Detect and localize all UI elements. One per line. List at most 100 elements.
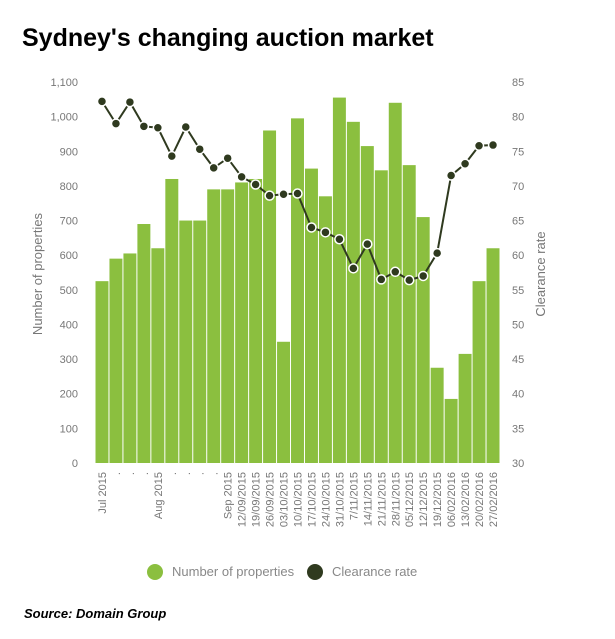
bar xyxy=(165,178,179,463)
chart-title: Sydney's changing auction market xyxy=(22,24,434,52)
line-marker xyxy=(124,96,136,108)
bar xyxy=(444,398,458,463)
line-marker xyxy=(320,227,331,238)
x-tick-label: . xyxy=(125,472,137,475)
x-tick-label: 03/10/2015 xyxy=(279,472,291,527)
bar xyxy=(137,224,151,463)
x-tick-label: 05/12/2015 xyxy=(404,472,416,527)
line-marker xyxy=(362,238,373,250)
x-tick-label: 13/02/2016 xyxy=(460,472,472,527)
line-marker xyxy=(403,274,415,286)
bar xyxy=(374,170,388,463)
legend-swatch xyxy=(147,564,163,580)
bar xyxy=(486,248,500,463)
x-tick-label: 24/10/2015 xyxy=(320,472,332,527)
y-tick-label: 700 xyxy=(60,216,78,228)
y2-tick-label: 30 xyxy=(512,458,524,470)
y-tick-label: 1,000 xyxy=(50,112,78,124)
line-marker xyxy=(96,96,108,107)
y-tick-label: 800 xyxy=(60,181,78,193)
x-tick-label: Sep 2015 xyxy=(223,472,235,519)
bar xyxy=(430,367,444,463)
line-marker xyxy=(376,274,387,285)
line-marker xyxy=(278,188,289,200)
x-tick-label: 12/09/2015 xyxy=(237,472,249,527)
legend-label: Number of properties xyxy=(172,564,295,579)
line-marker xyxy=(473,140,485,151)
line-marker xyxy=(250,179,261,190)
bar xyxy=(332,97,346,463)
line-marker xyxy=(334,233,345,245)
x-tick-label: 19/09/2015 xyxy=(251,472,263,527)
x-tick-label: 20/02/2016 xyxy=(474,472,486,527)
y-tick-label: 100 xyxy=(60,423,78,435)
x-tick-label: . xyxy=(181,472,193,475)
x-tick-label: 28/11/2015 xyxy=(390,472,402,526)
x-tick-label: 17/10/2015 xyxy=(306,472,318,527)
bar xyxy=(277,341,291,463)
bar xyxy=(249,178,263,463)
y2-tick-label: 35 xyxy=(512,423,524,435)
bar xyxy=(388,102,402,464)
bar xyxy=(304,168,318,463)
bar xyxy=(235,182,249,464)
line-marker xyxy=(208,162,219,174)
line-marker xyxy=(194,143,205,155)
line-marker xyxy=(138,121,150,132)
y-tick-label: 0 xyxy=(72,458,78,470)
y2-axis-label: Clearance rate xyxy=(533,231,548,316)
line-marker xyxy=(431,247,443,259)
legend-label: Clearance rate xyxy=(332,564,417,579)
bar xyxy=(95,281,109,463)
x-tick-label: Aug 2015 xyxy=(153,472,165,519)
line-marker xyxy=(222,152,233,164)
legend-swatch xyxy=(307,564,323,580)
y-axis-label: Number of properties xyxy=(30,212,45,335)
y-tick-label: 1,100 xyxy=(50,77,78,89)
x-tick-label: 26/09/2015 xyxy=(265,472,277,527)
bar xyxy=(263,130,277,463)
bar xyxy=(123,253,137,463)
y2-tick-label: 85 xyxy=(512,77,524,89)
y2-tick-label: 75 xyxy=(512,146,524,158)
bar xyxy=(318,196,332,464)
y-tick-label: 300 xyxy=(60,354,78,366)
x-tick-label: 31/10/2015 xyxy=(334,472,346,527)
line-marker xyxy=(110,118,122,129)
x-tick-label: Jul 2015 xyxy=(97,472,109,514)
x-tick-label: 21/11/2015 xyxy=(376,472,388,526)
bar xyxy=(221,189,235,463)
y-tick-label: 500 xyxy=(60,285,78,297)
line-marker xyxy=(445,170,457,181)
line-marker xyxy=(264,190,275,201)
x-tick-label: 06/02/2016 xyxy=(446,472,458,527)
bar xyxy=(346,121,360,463)
bar xyxy=(458,353,472,463)
y2-tick-label: 40 xyxy=(512,389,524,401)
line-marker xyxy=(417,270,429,282)
x-tick-label: 10/10/2015 xyxy=(293,472,305,527)
line-marker xyxy=(292,188,303,199)
y2-tick-label: 70 xyxy=(512,181,524,193)
y2-tick-label: 55 xyxy=(512,285,524,297)
line-marker xyxy=(348,263,359,274)
y2-tick-label: 65 xyxy=(512,216,524,228)
line-marker xyxy=(180,121,192,133)
x-tick-label: . xyxy=(139,472,151,475)
y2-tick-label: 80 xyxy=(512,112,524,124)
x-tick-label: . xyxy=(111,472,123,475)
line-marker xyxy=(459,158,471,169)
y-tick-label: 400 xyxy=(60,319,78,331)
x-tick-label: . xyxy=(195,472,207,475)
source: Source: Domain Group xyxy=(24,606,166,621)
bar xyxy=(193,220,207,463)
bar xyxy=(472,281,486,463)
x-tick-label: 27/02/2016 xyxy=(488,472,500,527)
x-tick-label: 12/12/2015 xyxy=(418,472,430,527)
x-tick-label: . xyxy=(209,472,221,475)
line-marker xyxy=(390,266,401,278)
bar xyxy=(109,258,123,463)
bar xyxy=(416,217,430,463)
line-marker xyxy=(166,150,178,162)
